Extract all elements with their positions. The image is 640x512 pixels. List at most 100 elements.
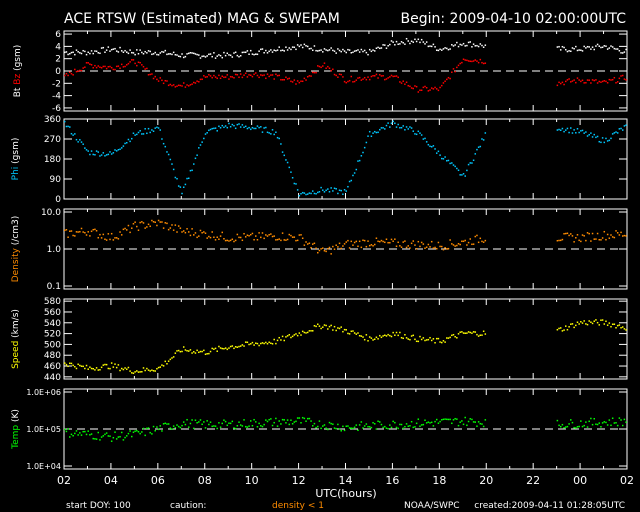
data-point xyxy=(382,75,384,77)
data-point xyxy=(90,367,93,370)
data-point xyxy=(65,125,68,128)
data-point xyxy=(435,418,438,421)
data-point xyxy=(169,83,172,86)
data-point xyxy=(246,76,249,78)
data-point xyxy=(253,53,255,56)
data-point xyxy=(384,78,386,81)
data-point xyxy=(94,64,96,67)
data-point xyxy=(362,151,364,154)
data-point xyxy=(77,231,79,233)
data-point xyxy=(601,319,604,321)
data-point xyxy=(159,425,162,427)
data-point xyxy=(355,49,358,52)
data-point xyxy=(603,421,606,423)
data-point xyxy=(387,333,389,336)
data-point xyxy=(358,424,361,426)
data-point xyxy=(263,423,265,426)
data-point xyxy=(372,132,374,134)
data-point xyxy=(296,189,299,191)
data-point xyxy=(347,185,349,188)
data-point xyxy=(249,49,252,52)
data-point xyxy=(144,227,146,229)
data-point xyxy=(226,126,229,129)
data-point xyxy=(249,128,252,131)
data-point xyxy=(204,427,207,429)
data-point xyxy=(484,62,487,64)
data-point xyxy=(136,64,138,67)
data-point xyxy=(194,82,197,84)
data-point xyxy=(94,369,96,371)
data-point xyxy=(290,336,292,339)
data-point xyxy=(69,71,71,73)
data-point xyxy=(570,419,572,421)
data-point xyxy=(573,426,575,429)
data-point xyxy=(595,45,597,47)
data-point xyxy=(598,80,601,83)
data-point xyxy=(621,326,624,328)
data-point xyxy=(174,427,177,429)
data-point xyxy=(99,369,101,371)
data-point xyxy=(72,234,74,237)
data-point xyxy=(280,423,282,425)
data-point xyxy=(266,131,269,134)
data-point xyxy=(338,49,341,52)
data-point xyxy=(409,42,411,45)
data-point xyxy=(278,336,280,339)
data-point xyxy=(198,81,200,83)
data-point xyxy=(559,129,562,131)
data-point xyxy=(556,419,559,422)
data-point xyxy=(203,55,205,57)
data-point xyxy=(583,132,585,134)
data-point xyxy=(434,86,436,89)
data-point xyxy=(441,419,443,421)
data-point xyxy=(238,345,240,348)
x-tick-label: 10 xyxy=(245,474,259,487)
data-point xyxy=(469,162,471,164)
data-point xyxy=(605,238,607,241)
data-point xyxy=(260,48,262,51)
data-point xyxy=(456,41,458,44)
data-point xyxy=(233,77,235,79)
data-point xyxy=(196,80,198,82)
data-point xyxy=(400,423,403,426)
data-point xyxy=(280,78,282,81)
data-point xyxy=(611,417,614,419)
data-point xyxy=(444,247,446,249)
data-point xyxy=(204,133,207,135)
data-point xyxy=(625,421,627,423)
data-point xyxy=(395,245,398,248)
data-point xyxy=(187,231,190,233)
data-point xyxy=(558,239,560,242)
data-point xyxy=(193,52,195,55)
data-point xyxy=(372,421,374,424)
data-point xyxy=(590,417,592,420)
data-point xyxy=(229,239,232,242)
data-point xyxy=(186,350,188,352)
data-point xyxy=(327,328,329,330)
data-point xyxy=(131,227,133,229)
data-point xyxy=(317,65,319,67)
data-point xyxy=(162,227,165,229)
data-point xyxy=(172,425,175,427)
data-point xyxy=(224,420,227,423)
data-point xyxy=(373,338,376,340)
data-point xyxy=(112,152,115,154)
data-point xyxy=(137,229,140,231)
data-point xyxy=(216,77,218,80)
data-point xyxy=(471,46,473,48)
data-point xyxy=(606,48,609,50)
data-point xyxy=(164,145,167,148)
data-point xyxy=(243,51,245,54)
data-point xyxy=(137,430,140,433)
data-point xyxy=(323,324,326,326)
data-point xyxy=(451,44,453,46)
data-point xyxy=(141,431,143,433)
data-point xyxy=(229,125,232,128)
data-point xyxy=(147,369,150,371)
data-point xyxy=(203,421,205,423)
data-point xyxy=(389,126,391,128)
data-point xyxy=(322,65,324,67)
data-point xyxy=(75,367,78,370)
data-point xyxy=(601,46,604,49)
data-point xyxy=(373,130,376,133)
